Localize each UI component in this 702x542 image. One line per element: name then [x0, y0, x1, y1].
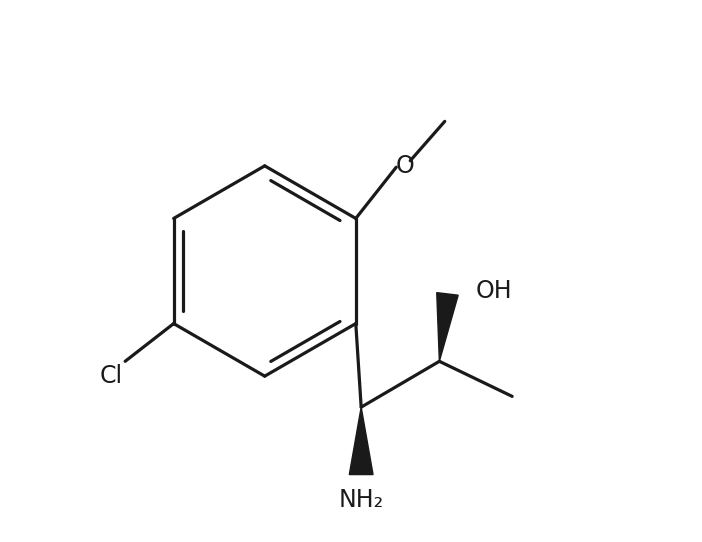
Text: Cl: Cl [99, 364, 122, 388]
Polygon shape [437, 293, 458, 362]
Text: O: O [396, 153, 415, 178]
Polygon shape [350, 407, 373, 475]
Text: NH₂: NH₂ [338, 488, 384, 512]
Text: OH: OH [475, 279, 512, 303]
